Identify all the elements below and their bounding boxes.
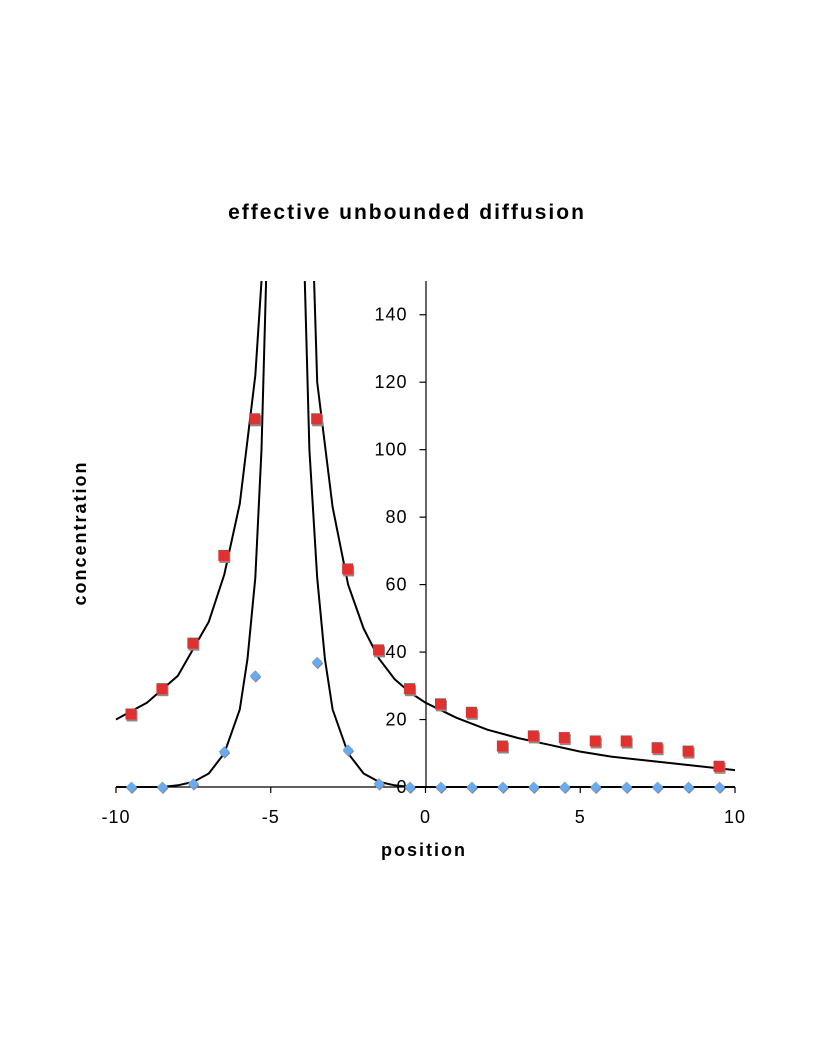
square-data-point	[589, 735, 602, 749]
x-tick-label: -5	[262, 807, 280, 827]
diamond-data-point	[249, 670, 262, 683]
square-data-point	[713, 760, 726, 774]
diamond-data-point	[342, 744, 355, 757]
diamond-data-point	[404, 781, 417, 794]
y-tick-label: 140	[374, 305, 407, 325]
square-data-point	[527, 730, 540, 744]
x-tick-label: 10	[724, 807, 746, 827]
y-tick-label: 120	[374, 372, 407, 392]
x-tick-label: 0	[420, 807, 431, 827]
square-data-point	[156, 683, 169, 697]
square-data-point	[682, 745, 695, 759]
x-tick-label: 5	[575, 807, 586, 827]
diamond-data-point	[125, 781, 138, 794]
square-data-point	[651, 742, 664, 756]
diamond-data-point	[187, 778, 200, 791]
y-axis-label: concentration	[70, 460, 90, 605]
diamond-data-point	[435, 781, 447, 794]
square-data-point	[465, 706, 478, 720]
y-tick-label: 60	[385, 575, 407, 595]
diamond-data-point	[373, 778, 386, 791]
fit-curve	[115, 280, 736, 772]
x-tick-label: -10	[101, 807, 130, 827]
y-tick-label: 40	[385, 642, 407, 662]
diamond-data-point	[466, 781, 478, 794]
y-tick-label: 80	[385, 507, 407, 527]
diamond-data-point	[218, 746, 231, 759]
square-data-point	[373, 644, 386, 658]
y-tick-label: 0	[396, 777, 407, 797]
square-data-point	[218, 549, 231, 563]
diamond-data-point	[652, 781, 664, 794]
square-data-point	[342, 563, 355, 577]
x-axis-label: position	[381, 840, 467, 860]
square-data-point	[620, 735, 633, 749]
diamond-data-point	[683, 781, 695, 794]
square-data-point	[249, 413, 262, 427]
diamond-data-point	[559, 781, 571, 794]
diamond-data-point	[714, 781, 726, 794]
square-data-point	[404, 683, 417, 697]
square-data-point	[558, 732, 571, 746]
data-points	[125, 413, 726, 794]
y-tick-label: 100	[374, 440, 407, 460]
axes	[116, 281, 735, 788]
square-data-point	[311, 413, 324, 427]
diamond-data-point	[590, 781, 602, 794]
diamond-data-point	[497, 781, 509, 794]
diamond-data-point	[528, 781, 540, 794]
diamond-data-point	[621, 781, 633, 794]
square-data-point	[187, 637, 200, 651]
square-data-point	[125, 708, 138, 722]
square-data-point	[496, 740, 509, 754]
diamond-data-point	[156, 781, 169, 794]
y-tick-label: 20	[385, 710, 407, 730]
diamond-data-point	[311, 656, 324, 670]
chart-title: effective unbounded diffusion	[228, 201, 586, 224]
square-data-point	[434, 698, 447, 712]
